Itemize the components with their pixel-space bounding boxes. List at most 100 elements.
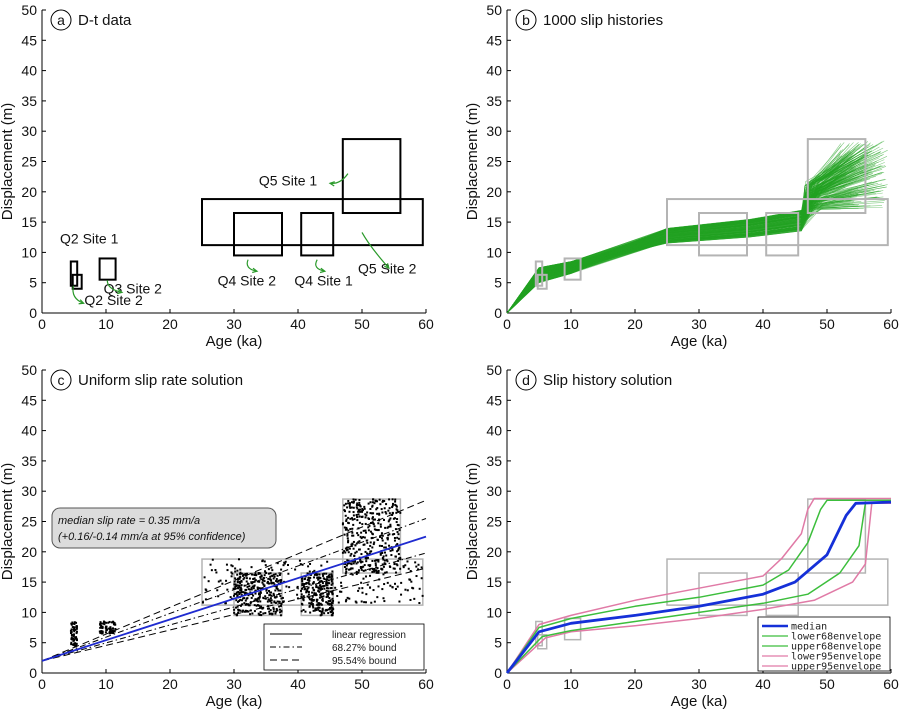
x-tick-label: 30 (226, 316, 242, 332)
annotation-arrow (361, 232, 390, 269)
scatter-point (237, 608, 240, 611)
scatter-point (388, 533, 391, 536)
slip-history-line (506, 205, 883, 314)
scatter-point (345, 549, 348, 552)
y-tick-label: 30 (486, 483, 502, 499)
scatter-point (109, 626, 112, 629)
scatter-point (406, 560, 409, 563)
scatter-point (302, 608, 305, 611)
scatter-point (392, 502, 395, 505)
scatter-point (316, 576, 319, 579)
scatter-point (386, 560, 389, 563)
scatter-point (256, 597, 259, 600)
y-tick-label: 35 (21, 93, 37, 109)
scatter-point (408, 578, 411, 581)
scatter-point (259, 611, 262, 614)
scatter-point (303, 582, 306, 585)
scatter-point (345, 568, 348, 571)
slip-history-line (506, 208, 864, 314)
scatter-point (231, 572, 234, 575)
scatter-point (70, 634, 73, 637)
slip-history-line (506, 207, 883, 314)
scatter-point (311, 582, 314, 585)
scatter-point (313, 573, 316, 576)
scatter-point (360, 531, 363, 534)
y-tick-label: 10 (21, 244, 37, 260)
y-tick-label: 40 (486, 63, 502, 79)
scatter-point (410, 580, 413, 583)
scatter-point (327, 592, 330, 595)
scatter-point (355, 504, 358, 507)
scatter-point (263, 574, 266, 577)
scatter-point (258, 587, 261, 590)
scatter-point (308, 605, 311, 608)
slip-history-line (506, 205, 871, 314)
scatter-point (308, 596, 311, 599)
scatter-point (374, 564, 377, 567)
scatter-point (114, 623, 117, 626)
scatter-point (317, 608, 320, 611)
scatter-point (101, 627, 104, 630)
scatter-point (211, 558, 214, 561)
scatter-point (395, 508, 398, 511)
scatter-point (273, 575, 276, 578)
scatter-point (264, 564, 267, 567)
scatter-point (381, 588, 384, 591)
scatter-point (391, 549, 394, 552)
x-tick-label: 60 (883, 316, 899, 332)
scatter-point (261, 607, 264, 610)
scatter-point (364, 516, 367, 519)
slip-history-line (506, 173, 867, 314)
x-tick-label: 50 (819, 316, 835, 332)
scatter-point (302, 595, 305, 598)
annotation-arrow (72, 285, 84, 304)
scatter-point (392, 517, 395, 520)
scatter-point (242, 578, 245, 581)
scatter-point (359, 558, 362, 561)
scatter-point (365, 575, 368, 578)
scatter-point (268, 578, 271, 581)
scatter-point (71, 622, 74, 625)
scatter-point (376, 500, 379, 503)
scatter-point (265, 572, 268, 575)
scatter-point (305, 591, 308, 594)
scatter-point (307, 565, 310, 568)
scatter-point (357, 571, 360, 574)
scatter-point (358, 587, 361, 590)
scatter-point (399, 511, 402, 514)
scatter-point (381, 511, 384, 514)
scatter-point (69, 632, 72, 635)
series-upper95envelope (506, 497, 891, 674)
scatter-point (243, 597, 246, 600)
scatter-point (237, 558, 240, 561)
scatter-point (269, 572, 272, 575)
scatter-point (349, 554, 352, 557)
scatter-point (296, 586, 299, 589)
scatter-point (111, 627, 114, 630)
scatter-point (369, 574, 372, 577)
scatter-point (210, 569, 213, 572)
slip-history-line (506, 185, 845, 314)
slip-history-lines (506, 140, 888, 314)
scatter-point (396, 550, 399, 553)
slip-history-line (506, 166, 854, 314)
scatter-point (330, 611, 333, 614)
x-tick-label: 40 (755, 676, 771, 692)
scatter-point (371, 546, 374, 549)
scatter-point (395, 504, 398, 507)
scatter-point (274, 601, 277, 604)
scatter-point (365, 560, 368, 563)
x-tick-label: 20 (162, 316, 178, 332)
slip-history-line (506, 173, 883, 314)
scatter-point (264, 570, 267, 573)
annotation-arrow (106, 280, 123, 293)
scatter-point (330, 614, 333, 617)
scatter-point (243, 591, 246, 594)
scatter-point (347, 502, 350, 505)
y-tick-label: 50 (21, 2, 37, 18)
scatter-point (73, 623, 76, 626)
scatter-point (234, 570, 237, 573)
scatter-point (253, 577, 256, 580)
scatter-point (312, 609, 315, 612)
scatter-point (311, 571, 314, 574)
